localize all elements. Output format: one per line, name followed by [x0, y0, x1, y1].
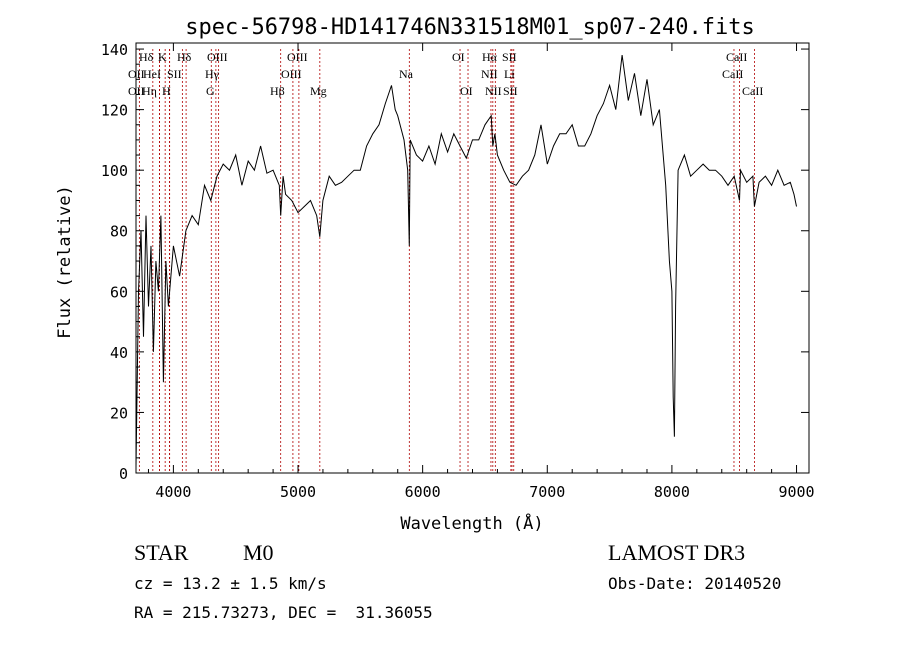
redshift-cz: cz = 13.2 ± 1.5 km/s	[134, 574, 327, 593]
y-tick-label: 120	[101, 102, 128, 120]
line-label: Mg	[310, 84, 327, 98]
y-axis-label: Flux (relative)	[55, 185, 75, 339]
line-label: CaII	[742, 84, 763, 98]
line-label: Na	[399, 67, 414, 81]
plot-frame	[135, 42, 810, 474]
subclass: M0	[243, 540, 274, 565]
line-label: SII	[167, 67, 182, 81]
line-label: CaII	[726, 50, 747, 64]
line-label: Hη	[142, 84, 157, 98]
line-label: Hδ	[139, 50, 154, 64]
line-label: NII	[485, 84, 502, 98]
x-tick-label: 4000	[155, 483, 191, 501]
y-tick-label: 40	[110, 344, 128, 362]
x-tick-label: 5000	[280, 483, 316, 501]
y-axis-ticks: 0 20 40 60 80 100 120 140	[101, 41, 809, 483]
x-axis-label: Wavelength (Å)	[400, 512, 543, 534]
chart-title: spec-56798-HD141746N331518M01_sp07-240.f…	[185, 15, 755, 40]
spectral-line-markers	[138, 49, 755, 473]
spectrum-line	[135, 55, 797, 467]
line-label: OIII	[287, 50, 308, 64]
line-label: Hδ	[177, 50, 192, 64]
line-label: Hγ	[205, 67, 220, 81]
y-tick-label: 60	[110, 283, 128, 301]
line-label: Li	[504, 67, 515, 81]
line-label: OIII	[281, 67, 302, 81]
x-tick-label: 6000	[405, 483, 441, 501]
y-tick-label: 80	[110, 223, 128, 241]
x-tick-label: 7000	[529, 483, 565, 501]
line-label: OI	[460, 84, 473, 98]
object-type: STAR	[134, 540, 189, 565]
line-label: Hα	[482, 50, 498, 64]
line-label: CaII	[722, 67, 743, 81]
x-axis-ticks: 4000 5000 6000 7000 8000 9000	[147, 43, 815, 501]
line-label: OII	[128, 67, 145, 81]
y-tick-label: 20	[110, 404, 128, 422]
line-label: OI	[452, 50, 465, 64]
line-label: OII	[128, 84, 145, 98]
y-tick-label: 0	[119, 465, 128, 483]
y-tick-label: 140	[101, 41, 128, 59]
x-tick-label: 8000	[654, 483, 690, 501]
line-label: HeI	[143, 67, 161, 81]
line-label: G	[206, 84, 215, 98]
x-tick-label: 9000	[778, 483, 814, 501]
line-label: OIII	[207, 50, 228, 64]
line-label: H	[162, 84, 171, 98]
y-tick-label: 100	[101, 162, 128, 180]
coordinates: RA = 215.73273, DEC = 31.36055	[134, 603, 433, 622]
line-label: Hβ	[270, 84, 285, 98]
survey-name: LAMOST DR3	[608, 540, 746, 565]
line-label: SII	[502, 50, 517, 64]
line-label: NII	[481, 67, 498, 81]
line-label: K	[158, 50, 167, 64]
line-label: SII	[503, 84, 518, 98]
obs-date: Obs-Date: 20140520	[608, 574, 782, 593]
